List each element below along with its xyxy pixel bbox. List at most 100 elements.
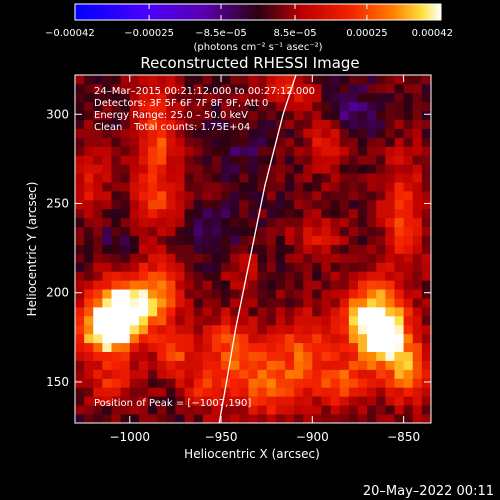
heatmap-cell: [157, 137, 167, 147]
heatmap-cell: [303, 271, 313, 281]
heatmap-cell: [230, 191, 240, 201]
heatmap-cell: [175, 414, 185, 423]
heatmap-cell: [357, 351, 368, 361]
heatmap-cell: [330, 244, 341, 254]
heatmap-cell: [266, 92, 277, 103]
colorbar-units-label: (photons cm⁻² s⁻¹ asec⁻²): [193, 42, 322, 53]
heatmap-cell: [248, 128, 258, 138]
heatmap-cell: [303, 351, 313, 361]
heatmap-cell: [129, 280, 140, 290]
heatmap-cell: [403, 324, 414, 335]
heatmap-cell: [148, 414, 158, 423]
heatmap-cell: [175, 378, 185, 388]
annotation-block: 24–Mar–2015 00:21:12.000 to 00:27:12.000…: [94, 86, 315, 409]
heatmap-cell: [148, 244, 158, 254]
heatmap-cell: [148, 119, 158, 129]
heatmap-cell: [257, 253, 268, 263]
heatmap-cell: [357, 324, 368, 335]
heatmap-cell: [157, 405, 167, 415]
heatmap-cell: [75, 387, 85, 397]
heatmap-cell: [339, 128, 350, 138]
heatmap-cell: [412, 208, 423, 219]
heatmap-cell: [111, 342, 122, 353]
heatmap-cell: [75, 217, 85, 228]
heatmap-cell: [394, 217, 405, 228]
heatmap-cell: [129, 92, 140, 103]
heatmap-cell: [330, 405, 341, 415]
heatmap-cell: [230, 83, 240, 94]
heatmap-cell: [303, 262, 313, 272]
heatmap-cell: [148, 235, 158, 245]
heatmap-cell: [385, 369, 395, 379]
heatmap-cell: [93, 128, 103, 138]
heatmap-cell: [148, 405, 158, 415]
heatmap-cell: [157, 396, 167, 406]
heatmap-cell: [376, 387, 386, 397]
heatmap-cell: [385, 387, 395, 397]
heatmap-cell: [312, 92, 322, 103]
heatmap-cell: [175, 289, 185, 299]
heatmap-cell: [385, 289, 395, 299]
heatmap-cell: [275, 164, 286, 174]
heatmap-cell: [211, 307, 222, 317]
heatmap-cell: [211, 235, 222, 245]
heatmap-cell: [376, 342, 386, 353]
colorbar-tick-label: 0.00025: [346, 28, 387, 39]
heatmap-cell: [294, 75, 304, 85]
heatmap-cell: [111, 119, 122, 129]
heatmap-cell: [403, 208, 414, 219]
heatmap-cell: [157, 101, 167, 112]
heatmap-cell: [148, 324, 158, 335]
heatmap-cell: [102, 369, 112, 379]
heatmap-cell: [75, 271, 85, 281]
heatmap-cell: [202, 262, 213, 272]
heatmap-cell: [175, 119, 185, 129]
heatmap-cell: [421, 396, 431, 406]
heatmap-cell: [266, 280, 277, 290]
heatmap-cell: [385, 217, 395, 228]
heatmap-cell: [157, 253, 167, 263]
heatmap-cell: [239, 217, 249, 228]
footer-date: 20–May–2022 00:11: [363, 484, 494, 499]
heatmap-cell: [84, 244, 94, 254]
heatmap-cell: [412, 226, 423, 237]
heatmap-cell: [421, 92, 431, 103]
heatmap-cell: [394, 191, 405, 201]
heatmap-cell: [385, 360, 395, 370]
heatmap-cell: [84, 199, 94, 210]
heatmap-cell: [385, 110, 395, 121]
heatmap-cell: [102, 307, 112, 317]
heatmap-cell: [275, 280, 286, 290]
heatmap-cell: [129, 110, 140, 121]
heatmap-cell: [294, 333, 304, 344]
heatmap-cell: [421, 146, 431, 156]
heatmap-cell: [376, 119, 386, 129]
heatmap-cell: [175, 164, 185, 174]
heatmap-cell: [312, 244, 322, 254]
heatmap-cell: [266, 342, 277, 353]
heatmap-cell: [312, 369, 322, 379]
heatmap-cell: [221, 119, 231, 129]
heatmap-cell: [357, 119, 368, 129]
heatmap-cell: [403, 351, 414, 361]
heatmap-cell: [166, 342, 176, 353]
heatmap-cell: [230, 333, 240, 344]
heatmap-cell: [184, 92, 195, 103]
heatmap-cell: [357, 75, 368, 85]
heatmap-cell: [394, 315, 405, 326]
heatmap-cell: [275, 360, 286, 370]
heatmap-cell: [230, 244, 240, 254]
plot-frame: [74, 74, 432, 424]
heatmap-cell: [294, 164, 304, 174]
heatmap-cell: [394, 164, 405, 174]
heatmap-cell: [221, 83, 231, 94]
heatmap-cell: [248, 387, 258, 397]
heatmap-cell: [148, 137, 158, 147]
heatmap-cell: [129, 253, 140, 263]
heatmap-cell: [348, 75, 359, 85]
heatmap-cell: [321, 146, 331, 156]
heatmap-cell: [367, 387, 377, 397]
heatmap-cell: [312, 235, 322, 245]
heatmap-cell: [120, 262, 131, 272]
heatmap-cell: [412, 351, 423, 361]
